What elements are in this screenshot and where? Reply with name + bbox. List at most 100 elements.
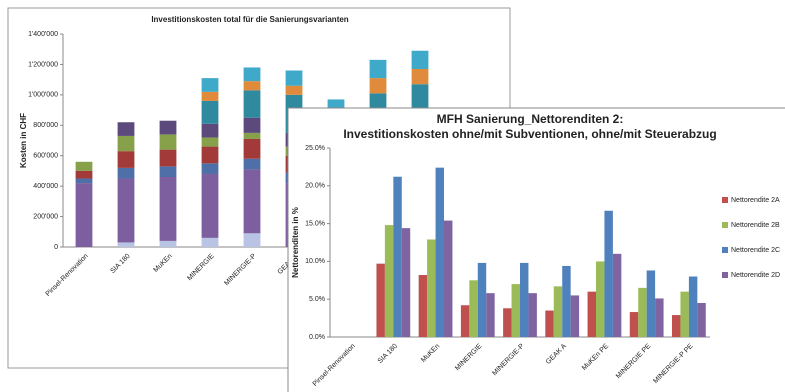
bar-segment <box>159 120 177 135</box>
bar-segment <box>243 81 261 91</box>
y-tick-label: 1'000'000 <box>28 92 58 99</box>
bar-segment <box>75 170 93 179</box>
legend-label: Nettorendite 2A <box>731 197 780 204</box>
front-chart-frame <box>287 107 785 392</box>
bar-segment <box>117 242 135 247</box>
bar-segment <box>243 90 261 118</box>
bar <box>376 263 385 337</box>
bar-segment <box>201 137 219 147</box>
y-tick-label: 0 <box>54 244 58 251</box>
bar-segment <box>243 117 261 133</box>
bar <box>604 210 613 337</box>
legend-label: Nettorendite 2B <box>731 222 780 229</box>
bar-segment <box>117 135 135 152</box>
bar-segment <box>117 178 135 243</box>
y-axis-label: Nettorenditen in % <box>291 207 300 278</box>
bar <box>629 312 639 337</box>
bar <box>596 261 605 337</box>
bar-segment <box>201 91 219 101</box>
legend-swatch <box>722 247 728 253</box>
bar-segment <box>285 85 303 95</box>
bar <box>503 308 512 337</box>
bar <box>553 286 563 337</box>
bar-segment <box>243 233 261 247</box>
legend-swatch <box>722 272 728 278</box>
bar <box>418 275 428 337</box>
bar <box>401 228 411 337</box>
bar-segment <box>159 240 177 247</box>
y-tick-label: 0.0% <box>309 334 325 341</box>
bar-segment <box>411 84 429 115</box>
bar <box>384 225 394 337</box>
bar <box>528 293 537 337</box>
bar-segment <box>411 68 429 85</box>
chart-title: MFH Sanierung_Nettorenditen 2: <box>437 112 624 126</box>
y-tick-label: 1'400'000 <box>28 31 58 38</box>
chart-title: Investitionskosten ohne/mit Subventionen… <box>343 127 716 141</box>
bar-segment <box>201 237 219 247</box>
bar-segment <box>201 78 219 92</box>
bar <box>444 220 453 337</box>
bar-segment <box>243 158 261 170</box>
y-tick-label: 5.0% <box>309 296 325 303</box>
bar-segment <box>159 177 177 241</box>
y-tick-label: 600'000 <box>33 153 58 160</box>
bar <box>680 291 689 337</box>
bar <box>646 270 656 337</box>
bar <box>638 287 647 337</box>
bar <box>511 284 520 337</box>
y-tick-label: 1'200'000 <box>28 61 58 68</box>
bar <box>427 239 436 337</box>
y-axis-label: Kosten in CHF <box>19 113 28 168</box>
bar-segment <box>75 183 93 247</box>
bar-segment <box>75 161 93 171</box>
y-tick-label: 400'000 <box>33 183 58 190</box>
bar-segment <box>159 149 177 167</box>
legend-label: Nettorendite 2C <box>731 247 780 254</box>
y-tick-label: 20.0% <box>305 183 325 190</box>
bar-segment <box>243 132 261 139</box>
y-tick-label: 200'000 <box>33 213 58 220</box>
bar-segment <box>327 99 345 111</box>
bar <box>612 253 622 337</box>
bar <box>672 315 681 337</box>
bar-segment <box>159 166 177 178</box>
bar <box>477 262 487 337</box>
bar-segment <box>243 67 261 82</box>
bar-segment <box>201 173 219 238</box>
bar <box>655 298 664 337</box>
y-tick-label: 10.0% <box>305 258 325 265</box>
bar-segment <box>369 78 387 94</box>
bar <box>435 167 444 337</box>
bar <box>520 262 529 337</box>
bar-segment <box>369 59 387 79</box>
bar <box>545 310 554 337</box>
bar-segment <box>243 138 261 159</box>
legend-swatch <box>722 222 728 228</box>
bar <box>570 295 580 337</box>
y-tick-label: 15.0% <box>305 220 325 227</box>
bar <box>587 291 596 337</box>
bar <box>562 265 571 337</box>
bar-segment <box>201 100 219 124</box>
legend-swatch <box>722 197 728 203</box>
bar-segment <box>117 151 135 168</box>
chart-title: Investitionskosten total für die Sanieru… <box>151 15 348 24</box>
y-tick-label: 25.0% <box>305 145 325 152</box>
y-tick-label: 800'000 <box>33 122 58 129</box>
bar-segment <box>117 167 135 179</box>
bar <box>460 305 470 337</box>
bar <box>469 280 478 337</box>
bar-segment <box>159 134 177 150</box>
bar-segment <box>75 178 93 184</box>
bar-segment <box>285 70 303 86</box>
bar-segment <box>243 169 261 234</box>
bar-segment <box>201 123 219 138</box>
bar <box>486 293 495 337</box>
bar <box>393 176 402 337</box>
bar-segment <box>201 163 219 174</box>
bar-segment <box>201 146 219 164</box>
bar-segment <box>411 50 429 69</box>
